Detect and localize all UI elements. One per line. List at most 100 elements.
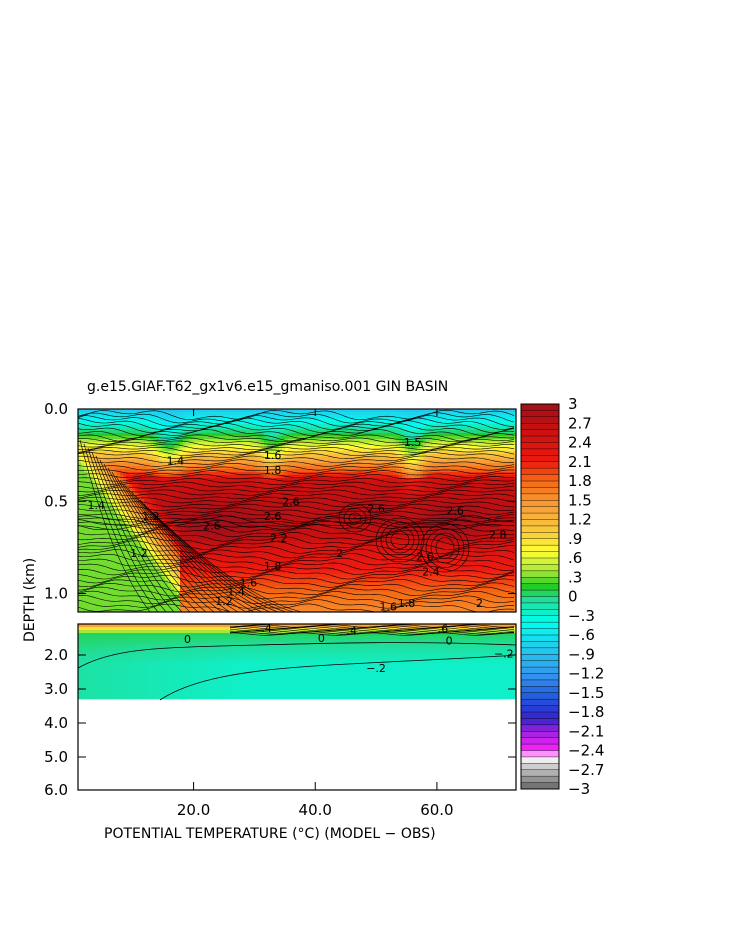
heatmap-cell (258, 436, 262, 440)
heatmap-cell (117, 553, 121, 557)
heatmap-cell (177, 508, 181, 512)
heatmap-cell (231, 496, 235, 500)
heatmap-cell (216, 595, 220, 599)
heatmap-cell (129, 541, 133, 545)
heatmap-cell (231, 520, 235, 524)
heatmap-cell (249, 541, 253, 545)
heatmap-cell (258, 463, 262, 467)
heatmap-cell (291, 412, 295, 416)
heatmap-cell (294, 589, 298, 593)
heatmap-cell (174, 526, 178, 530)
heatmap-cell (183, 604, 187, 608)
heatmap-cell (180, 529, 184, 533)
heatmap-cell (120, 547, 124, 551)
heatmap-cell (174, 589, 178, 593)
heatmap-cell (240, 562, 244, 566)
heatmap-cell (138, 541, 142, 545)
heatmap-cell (213, 496, 217, 500)
heatmap-cell (192, 604, 196, 608)
heatmap-cell (234, 574, 238, 578)
heatmap-cell (84, 550, 88, 554)
heatmap-cell (207, 442, 211, 446)
heatmap-cell (240, 604, 244, 608)
heatmap-cell (285, 595, 289, 599)
heatmap-cell (129, 571, 133, 575)
heatmap-cell (129, 586, 133, 590)
heatmap-cell (231, 595, 235, 599)
heatmap-cell (207, 529, 211, 533)
heatmap-cell (126, 481, 130, 485)
heatmap-cell (99, 469, 103, 473)
heatmap-cell (189, 496, 193, 500)
heatmap-cell (108, 571, 112, 575)
heatmap-cell (273, 502, 277, 506)
heatmap-cell (198, 457, 202, 461)
heatmap-cell (267, 427, 271, 431)
heatmap-cell (246, 595, 250, 599)
heatmap-cell (174, 562, 178, 566)
heatmap-cell (201, 439, 205, 443)
heatmap-cell (165, 496, 169, 500)
heatmap-cell (111, 439, 115, 443)
heatmap-cell (276, 493, 280, 497)
heatmap-cell (192, 475, 196, 479)
heatmap-cell (276, 415, 280, 419)
heatmap-cell (222, 442, 226, 446)
heatmap-cell (180, 472, 184, 476)
heatmap-cell (165, 583, 169, 587)
heatmap-cell (243, 508, 247, 512)
heatmap-cell (267, 451, 271, 455)
heatmap-cell (183, 514, 187, 518)
heatmap-cell (114, 529, 118, 533)
heatmap-cell (141, 517, 145, 521)
heatmap-cell (288, 445, 292, 449)
heatmap-cell (111, 454, 115, 458)
heatmap-cell (189, 499, 193, 503)
heatmap-cell (258, 580, 262, 584)
heatmap-cell (180, 583, 184, 587)
heatmap-cell (96, 424, 100, 428)
heatmap-cell (102, 466, 106, 470)
heatmap-cell (285, 424, 289, 428)
heatmap-cell (237, 523, 241, 527)
heatmap-cell (249, 436, 253, 440)
heatmap-cell (84, 541, 88, 545)
heatmap-cell (297, 442, 301, 446)
heatmap-cell (81, 526, 85, 530)
heatmap-cell (234, 460, 238, 464)
heatmap-cell (81, 568, 85, 572)
heatmap-cell (231, 439, 235, 443)
heatmap-cell (291, 565, 295, 569)
heatmap-cell (225, 490, 229, 494)
heatmap-cell (147, 481, 151, 485)
heatmap-cell (204, 451, 208, 455)
heatmap-cell (168, 421, 172, 425)
heatmap-cell (159, 505, 163, 509)
heatmap-cell (270, 568, 274, 572)
heatmap-cell (282, 595, 286, 599)
heatmap-cell (195, 424, 199, 428)
heatmap-cell (273, 484, 277, 488)
heatmap-cell (219, 514, 223, 518)
heatmap-cell (255, 529, 259, 533)
heatmap-cell (285, 550, 289, 554)
heatmap-cell (147, 445, 151, 449)
heatmap-cell (144, 478, 148, 482)
heatmap-cell (96, 523, 100, 527)
heatmap-cell (135, 514, 139, 518)
heatmap-cell (273, 565, 277, 569)
heatmap-cell (132, 454, 136, 458)
heatmap-cell (261, 520, 265, 524)
heatmap-cell (147, 595, 151, 599)
heatmap-cell (192, 511, 196, 515)
heatmap-cell (180, 424, 184, 428)
heatmap-cell (246, 493, 250, 497)
heatmap-cell (246, 412, 250, 416)
heatmap-cell (267, 436, 271, 440)
heatmap-cell (141, 574, 145, 578)
heatmap-cell (297, 460, 301, 464)
heatmap-cell (153, 583, 157, 587)
heatmap-cell (96, 571, 100, 575)
heatmap-cell (279, 472, 283, 476)
heatmap-cell (225, 583, 229, 587)
